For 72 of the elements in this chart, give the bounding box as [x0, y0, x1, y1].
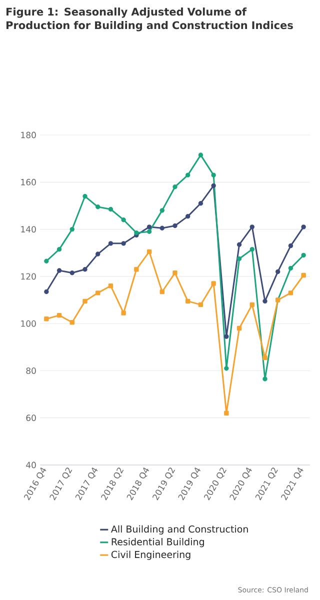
point: [198, 152, 204, 158]
legend-label: Residential Building: [112, 538, 204, 548]
point: [288, 266, 294, 271]
point: [96, 290, 100, 296]
point: [301, 224, 306, 230]
point: [44, 258, 49, 264]
point: [160, 226, 164, 230]
point: [96, 252, 100, 256]
legend-label: All Building and Construction: [111, 525, 248, 534]
point: [108, 241, 114, 246]
point: [146, 224, 152, 230]
point: [44, 289, 49, 294]
y-tick-label: 60: [26, 414, 36, 422]
point: [160, 208, 164, 213]
point: [172, 223, 178, 228]
point: [262, 298, 268, 304]
point: [172, 270, 178, 276]
chart-title: Figure 1: Seasonally Adjusted Volume of Production for Building and Construction Indices: [6, 8, 293, 32]
point: [56, 268, 62, 273]
point: [82, 194, 88, 199]
point: [288, 243, 294, 248]
point: [172, 184, 178, 190]
point: [70, 226, 74, 232]
point: [236, 242, 242, 247]
point: [134, 267, 139, 272]
point: [108, 206, 114, 212]
point: [121, 241, 126, 246]
point: [211, 281, 216, 286]
point: [186, 172, 190, 178]
point: [250, 224, 254, 230]
y-tick-label: 80: [26, 368, 36, 374]
point: [121, 310, 126, 316]
point: [70, 270, 74, 276]
y-tick-label: 40: [26, 462, 36, 468]
point: [96, 204, 100, 210]
point: [276, 269, 280, 274]
y-tick-label: 180: [21, 132, 36, 138]
point: [301, 252, 306, 258]
point: [160, 289, 164, 294]
point: [236, 326, 242, 331]
point: [236, 256, 242, 262]
point: [186, 214, 190, 219]
point: [44, 316, 49, 322]
point: [250, 302, 254, 308]
y-tick-label: 120: [21, 273, 36, 280]
point: [211, 172, 216, 178]
point: [108, 284, 114, 288]
point: [198, 201, 204, 206]
y-tick-label: 140: [21, 226, 36, 233]
y-tick-label: 160: [21, 178, 36, 186]
point: [288, 290, 294, 296]
point: [224, 334, 229, 339]
point: [146, 249, 152, 254]
y-tick-label: 100: [21, 320, 36, 327]
point: [82, 298, 88, 304]
point: [121, 218, 126, 222]
point: [70, 320, 74, 325]
point: [224, 410, 229, 416]
legend-label: Civil Engineering: [111, 550, 190, 560]
point: [186, 298, 190, 304]
point: [262, 376, 268, 382]
point: [134, 230, 139, 236]
point: [301, 272, 306, 278]
point: [211, 183, 216, 188]
point: [146, 229, 152, 234]
point: [262, 355, 268, 360]
point: [82, 267, 88, 272]
point: [250, 246, 254, 252]
point: [198, 302, 204, 308]
point: [56, 312, 62, 318]
point: [56, 246, 62, 252]
point: [224, 366, 229, 371]
